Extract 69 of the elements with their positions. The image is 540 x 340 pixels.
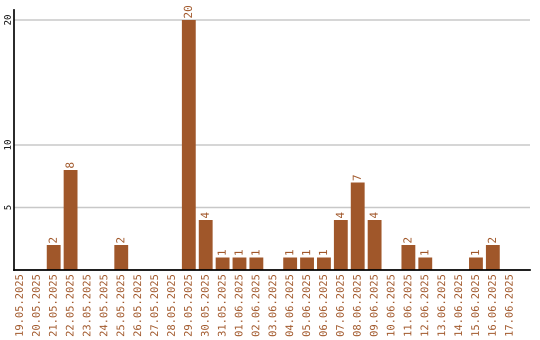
x-tick-label: 06.06.2025 xyxy=(319,275,327,336)
bar xyxy=(114,245,128,270)
x-tick-label: 29.05.2025 xyxy=(184,275,192,336)
x-tick-label: 02.06.2025 xyxy=(252,275,260,336)
x-tick-label: 12.06.2025 xyxy=(420,275,428,336)
data-label: 1 xyxy=(318,250,328,255)
data-label: 1 xyxy=(420,250,428,255)
x-tick-label: 21.05.2025 xyxy=(48,275,57,336)
x-tick-label: 28.05.2025 xyxy=(167,275,175,336)
x-tick-label: 04.06.2025 xyxy=(285,275,294,336)
x-tick-label: 11.06.2025 xyxy=(404,275,412,336)
data-label: 4 xyxy=(370,212,378,218)
x-tick-label: 16.06.2025 xyxy=(488,275,496,336)
x-tick-label: 27.05.2025 xyxy=(150,275,158,336)
x-tick-label: 24.05.2025 xyxy=(100,275,108,336)
data-label: 7 xyxy=(352,175,361,180)
bar xyxy=(418,258,432,270)
y-tick-label: 20 xyxy=(4,15,11,25)
bar xyxy=(368,220,382,270)
bar xyxy=(249,258,264,270)
x-tick-label: 05.06.2025 xyxy=(302,275,310,336)
bar xyxy=(334,220,348,270)
x-tick-label: 03.06.2025 xyxy=(268,275,276,336)
x-tick-label: 19.05.2025 xyxy=(15,275,23,336)
bar xyxy=(350,182,365,270)
data-label: 4 xyxy=(336,212,344,218)
x-tick-label: 13.06.2025 xyxy=(437,275,446,336)
bar xyxy=(300,258,314,270)
x-tick-label: 07.06.2025 xyxy=(336,275,344,336)
data-label: 1 xyxy=(251,250,260,255)
x-tick-label: 22.05.2025 xyxy=(66,275,74,336)
bar xyxy=(232,258,246,270)
bar xyxy=(198,220,213,270)
data-label: 2 xyxy=(488,238,496,243)
bar xyxy=(216,258,230,270)
data-label: 1 xyxy=(470,250,480,255)
bar xyxy=(182,20,196,270)
y-tick-label: 10 xyxy=(4,140,11,150)
x-tick-label: 15.06.2025 xyxy=(471,275,479,336)
x-tick-label: 20.05.2025 xyxy=(32,275,40,336)
bar xyxy=(283,258,298,270)
x-tick-label: 25.05.2025 xyxy=(116,275,124,336)
data-label: 20 xyxy=(184,6,192,18)
data-label: 2 xyxy=(116,238,124,243)
x-tick-label: 14.06.2025 xyxy=(454,275,462,336)
x-tick-label: 26.05.2025 xyxy=(133,275,142,336)
x-tick-label: 31.05.2025 xyxy=(218,275,226,336)
x-tick-label: 01.06.2025 xyxy=(234,275,243,336)
y-tick-label: 5 xyxy=(4,206,11,210)
data-label: 8 xyxy=(65,162,74,168)
x-tick-label: 08.06.2025 xyxy=(352,275,361,336)
data-label: 1 xyxy=(234,250,243,255)
x-tick-label: 10.06.2025 xyxy=(386,275,395,336)
bar xyxy=(486,245,500,270)
bar xyxy=(317,258,331,270)
data-label: 4 xyxy=(200,212,209,218)
data-label: 2 xyxy=(403,238,412,243)
bar xyxy=(46,245,61,270)
data-label: 1 xyxy=(302,250,310,255)
bar xyxy=(401,245,416,270)
data-label: 2 xyxy=(48,238,57,243)
bar xyxy=(64,170,78,270)
bar xyxy=(469,258,483,270)
data-label: 1 xyxy=(285,250,294,255)
x-tick-label: 17.06.2025 xyxy=(504,275,513,336)
x-tick-label: 09.06.2025 xyxy=(370,275,378,336)
data-label: 1 xyxy=(218,250,226,255)
x-tick-label: 23.05.2025 xyxy=(82,275,91,336)
x-tick-label: 30.05.2025 xyxy=(200,275,209,336)
